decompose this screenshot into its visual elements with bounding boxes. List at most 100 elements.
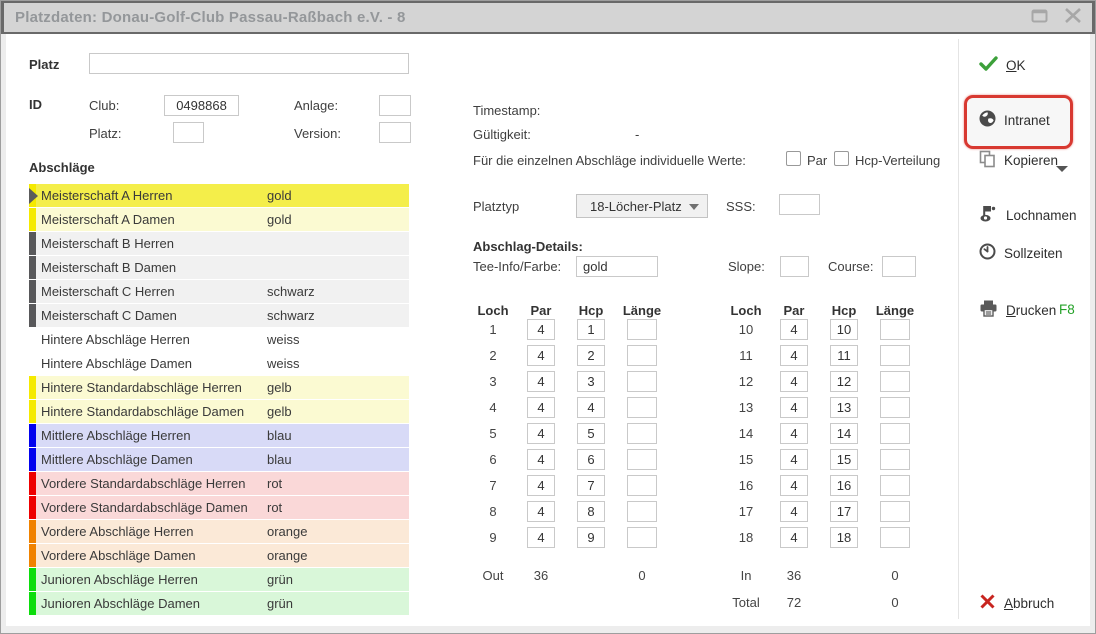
hole-laenge-input[interactable]: [880, 474, 910, 496]
abschlag-row[interactable]: Meisterschaft C Herren schwarz: [29, 280, 409, 303]
hole-hcp-input[interactable]: [577, 370, 605, 392]
hole-par-input[interactable]: [527, 344, 555, 366]
abschlag-row[interactable]: Vordere Standardabschläge Damen rot: [29, 496, 409, 519]
hole-par-input[interactable]: [780, 396, 808, 418]
hole-par-input[interactable]: [780, 448, 808, 470]
hole-par-input[interactable]: [780, 474, 808, 496]
abschlag-row[interactable]: Meisterschaft A Damen gold: [29, 208, 409, 231]
hole-laenge-input[interactable]: [627, 500, 657, 522]
titlebar[interactable]: Platzdaten: Donau-Golf-Club Passau-Raßba…: [4, 3, 1092, 32]
hole-par-input[interactable]: [527, 526, 555, 548]
hole-hcp-input[interactable]: [830, 318, 858, 340]
hole-hcp-input[interactable]: [830, 370, 858, 392]
abschlag-row[interactable]: Hintere Standardabschläge Damen gelb: [29, 400, 409, 423]
lochnamen-button[interactable]: Lochnamen: [979, 204, 1077, 226]
ok-button[interactable]: OK: [979, 54, 1026, 76]
hole-laenge-input[interactable]: [627, 318, 657, 340]
hole-laenge-input[interactable]: [880, 396, 910, 418]
sollzeiten-button[interactable]: Sollzeiten: [979, 242, 1063, 264]
hole-par-input[interactable]: [527, 318, 555, 340]
abschlag-name: Vordere Standardabschläge Damen: [41, 500, 248, 515]
hole-laenge-input[interactable]: [880, 422, 910, 444]
hole-hcp-input[interactable]: [830, 526, 858, 548]
hole-par-input[interactable]: [527, 396, 555, 418]
hole-par-input[interactable]: [780, 370, 808, 392]
hole-hcp-input[interactable]: [577, 448, 605, 470]
hole-laenge-input[interactable]: [880, 344, 910, 366]
slope-input[interactable]: [780, 256, 809, 277]
abschlag-name: Meisterschaft A Damen: [41, 212, 175, 227]
abschlag-row[interactable]: Hintere Abschläge Damen weiss: [29, 352, 409, 375]
anlage-input[interactable]: [379, 95, 411, 116]
abschlag-row[interactable]: Meisterschaft A Herren gold: [29, 184, 409, 207]
hole-row: 2: [473, 342, 657, 368]
hole-laenge-input[interactable]: [627, 474, 657, 496]
hcp-verteilung-checkbox[interactable]: [834, 151, 849, 166]
hole-laenge-input[interactable]: [880, 500, 910, 522]
hole-par-input[interactable]: [780, 500, 808, 522]
hole-par-input[interactable]: [780, 344, 808, 366]
abschlag-row[interactable]: Meisterschaft B Damen: [29, 256, 409, 279]
hole-hcp-input[interactable]: [577, 422, 605, 444]
hole-par-input[interactable]: [780, 526, 808, 548]
hole-hcp-input[interactable]: [577, 526, 605, 548]
abschlag-row[interactable]: Vordere Standardabschläge Herren rot: [29, 472, 409, 495]
hole-hcp-input[interactable]: [830, 500, 858, 522]
abschlag-row[interactable]: Hintere Abschläge Herren weiss: [29, 328, 409, 351]
hole-par-input[interactable]: [527, 370, 555, 392]
hole-laenge-input[interactable]: [880, 448, 910, 470]
abschlag-row[interactable]: Hintere Standardabschläge Herren gelb: [29, 376, 409, 399]
abschlag-row[interactable]: Vordere Abschläge Herren orange: [29, 520, 409, 543]
hole-hcp-input[interactable]: [577, 396, 605, 418]
hole-par-input[interactable]: [780, 422, 808, 444]
hole-hcp-input[interactable]: [830, 474, 858, 496]
hole-par-input[interactable]: [527, 448, 555, 470]
sss-input[interactable]: [779, 194, 820, 215]
hole-hcp-input[interactable]: [577, 474, 605, 496]
abschlag-row[interactable]: Junioren Abschläge Herren grün: [29, 568, 409, 591]
hole-hcp-input[interactable]: [830, 448, 858, 470]
hole-laenge-input[interactable]: [880, 526, 910, 548]
version-input[interactable]: [379, 122, 411, 143]
hole-laenge-input[interactable]: [627, 344, 657, 366]
hole-laenge-input[interactable]: [627, 448, 657, 470]
abschlag-row[interactable]: Junioren Abschläge Damen grün: [29, 592, 409, 615]
platz-input[interactable]: [89, 53, 409, 74]
close-icon[interactable]: [1063, 6, 1083, 30]
hole-hcp-input[interactable]: [830, 422, 858, 444]
hole-par-input[interactable]: [780, 318, 808, 340]
club-id-input[interactable]: [164, 95, 239, 116]
hole-laenge-input[interactable]: [627, 370, 657, 392]
kopieren-button[interactable]: Kopieren: [979, 149, 1058, 171]
platz-nr-input[interactable]: [173, 122, 204, 143]
drucken-button[interactable]: Drucken: [979, 299, 1056, 321]
abschlag-row[interactable]: Meisterschaft C Damen schwarz: [29, 304, 409, 327]
id-label: ID: [29, 97, 42, 112]
hole-hcp-input[interactable]: [830, 344, 858, 366]
maximize-button[interactable]: [1031, 9, 1048, 28]
abschlag-row[interactable]: Vordere Abschläge Damen orange: [29, 544, 409, 567]
hole-laenge-input[interactable]: [627, 526, 657, 548]
platztyp-dropdown[interactable]: 18-Löcher-Platz: [576, 194, 708, 218]
tee-info-input[interactable]: [576, 256, 658, 277]
abschlag-row[interactable]: Mittlere Abschläge Damen blau: [29, 448, 409, 471]
hole-laenge-input[interactable]: [880, 370, 910, 392]
hole-par-input[interactable]: [527, 422, 555, 444]
hole-laenge-input[interactable]: [627, 422, 657, 444]
hole-laenge-input[interactable]: [627, 396, 657, 418]
hole-hcp-input[interactable]: [577, 500, 605, 522]
hole-hcp-input[interactable]: [830, 396, 858, 418]
hole-par-input[interactable]: [527, 500, 555, 522]
par-checkbox[interactable]: [786, 151, 801, 166]
hole-hcp-input[interactable]: [577, 318, 605, 340]
kopieren-dropdown-arrow[interactable]: [1056, 166, 1068, 172]
abschlag-row[interactable]: Mittlere Abschläge Herren blau: [29, 424, 409, 447]
hole-par-input[interactable]: [527, 474, 555, 496]
abbruch-button[interactable]: Abbruch: [979, 592, 1054, 614]
hole-laenge-input[interactable]: [880, 318, 910, 340]
hole-hcp-input[interactable]: [577, 344, 605, 366]
abschlag-row[interactable]: Meisterschaft B Herren: [29, 232, 409, 255]
course-input[interactable]: [882, 256, 916, 277]
abschlag-name: Vordere Abschläge Herren: [41, 524, 194, 539]
intranet-button[interactable]: Intranet: [979, 109, 1050, 131]
